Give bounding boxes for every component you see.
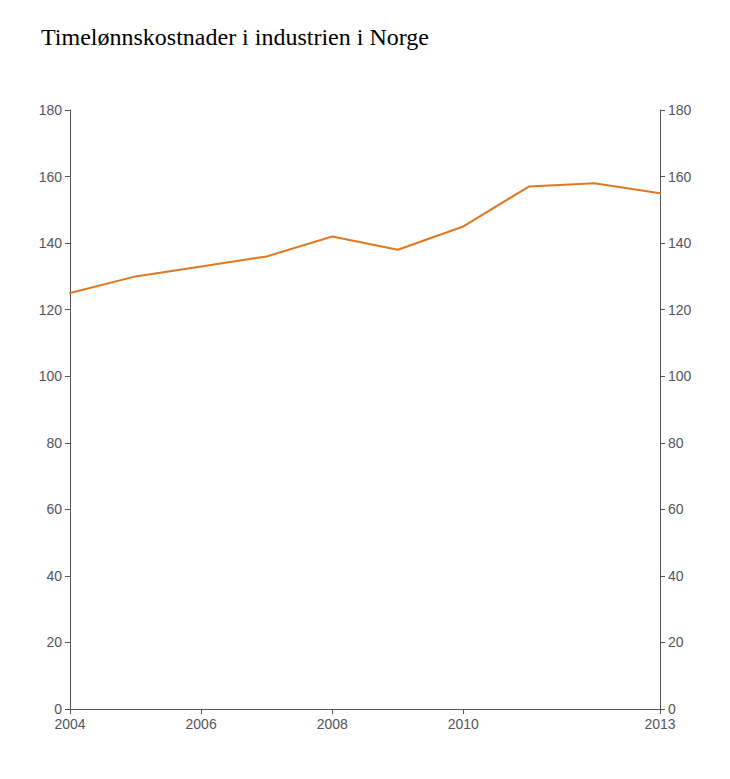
svg-text:0: 0 xyxy=(54,701,62,717)
svg-text:80: 80 xyxy=(46,435,62,451)
svg-text:2010: 2010 xyxy=(448,716,479,732)
svg-text:60: 60 xyxy=(668,501,684,517)
svg-text:40: 40 xyxy=(668,568,684,584)
svg-text:2013: 2013 xyxy=(644,716,675,732)
svg-text:2008: 2008 xyxy=(317,716,348,732)
svg-text:120: 120 xyxy=(39,302,63,318)
svg-text:120: 120 xyxy=(668,302,692,318)
svg-text:20: 20 xyxy=(668,634,684,650)
svg-text:100: 100 xyxy=(668,368,692,384)
svg-text:60: 60 xyxy=(46,501,62,517)
svg-text:80: 80 xyxy=(668,435,684,451)
svg-text:140: 140 xyxy=(39,235,63,251)
svg-text:2006: 2006 xyxy=(186,716,217,732)
svg-text:2004: 2004 xyxy=(54,716,85,732)
svg-text:20: 20 xyxy=(46,634,62,650)
svg-text:100: 100 xyxy=(39,368,63,384)
svg-text:0: 0 xyxy=(668,701,676,717)
svg-text:180: 180 xyxy=(668,102,692,118)
svg-text:160: 160 xyxy=(39,169,63,185)
svg-text:180: 180 xyxy=(39,102,63,118)
svg-text:160: 160 xyxy=(668,169,692,185)
svg-text:Timelønnskostnader i industrie: Timelønnskostnader i industrien i Norge xyxy=(41,24,429,50)
svg-text:40: 40 xyxy=(46,568,62,584)
svg-text:140: 140 xyxy=(668,235,692,251)
